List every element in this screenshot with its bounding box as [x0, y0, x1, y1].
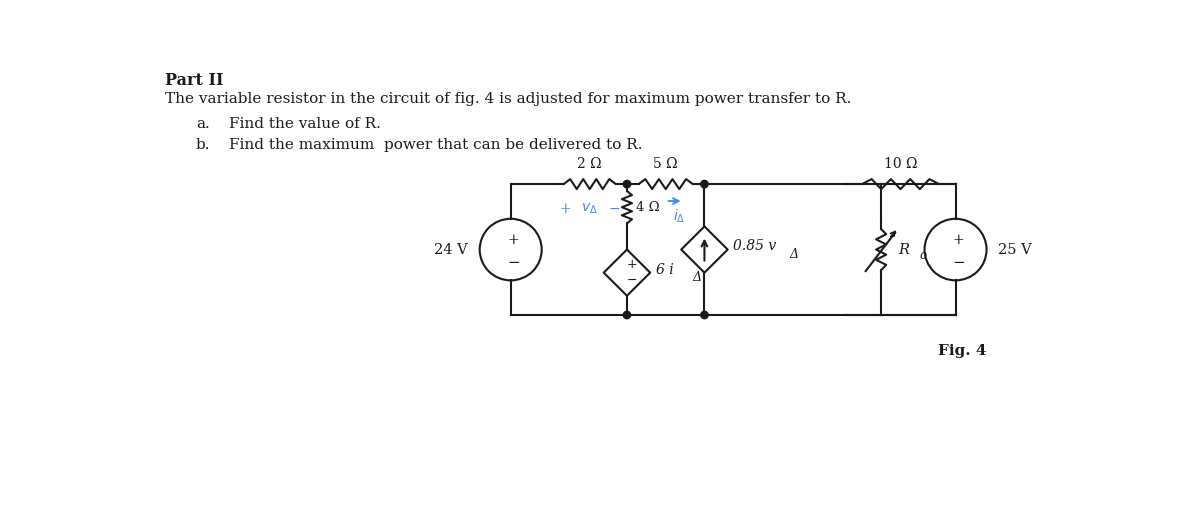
Text: R: R	[899, 243, 909, 256]
Text: Part II: Part II	[165, 72, 224, 89]
Text: Δ: Δ	[789, 248, 798, 261]
Text: −: −	[626, 274, 637, 287]
Text: Fig. 4: Fig. 4	[938, 344, 986, 358]
Text: −: −	[609, 202, 620, 216]
Text: Δ: Δ	[693, 271, 702, 284]
Text: The variable resistor in the circuit of fig. 4 is adjusted for maximum power tra: The variable resistor in the circuit of …	[165, 91, 851, 106]
Text: 6 i: 6 i	[656, 263, 674, 277]
Text: +: +	[508, 232, 520, 247]
Text: −: −	[508, 255, 520, 270]
Text: 10 Ω: 10 Ω	[883, 157, 918, 171]
Text: o: o	[920, 249, 927, 262]
Text: 25 V: 25 V	[998, 243, 1032, 256]
Text: +: +	[953, 232, 965, 247]
Text: Find the maximum  power that can be delivered to R.: Find the maximum power that can be deliv…	[230, 138, 643, 152]
Circle shape	[701, 311, 708, 319]
Text: b.: b.	[197, 138, 211, 152]
Text: −: −	[952, 255, 965, 270]
Text: 2 Ω: 2 Ω	[578, 157, 601, 171]
Text: 4 Ω: 4 Ω	[636, 200, 659, 214]
Text: a.: a.	[197, 117, 210, 131]
Text: 5 Ω: 5 Ω	[654, 157, 678, 171]
Text: +: +	[559, 202, 571, 216]
Text: $v_\Delta$: $v_\Delta$	[581, 202, 598, 216]
Circle shape	[701, 180, 708, 188]
Circle shape	[623, 180, 631, 188]
Text: Find the value of R.: Find the value of R.	[230, 117, 381, 131]
Text: 24 V: 24 V	[433, 243, 468, 256]
Circle shape	[623, 311, 631, 319]
Text: $i_\Delta$: $i_\Delta$	[673, 208, 686, 225]
Text: +: +	[626, 259, 637, 271]
Text: 0.85 v: 0.85 v	[733, 240, 777, 253]
